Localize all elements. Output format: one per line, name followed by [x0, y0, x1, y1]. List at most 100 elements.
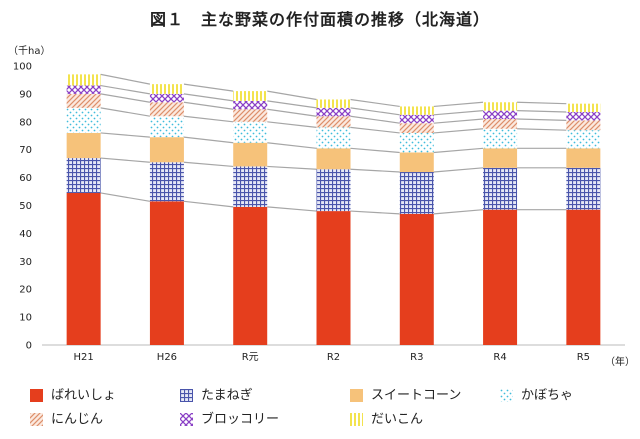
- legend-item: ばれいしょ: [30, 384, 116, 403]
- bar-segment-5: [233, 109, 268, 122]
- series-connector-line: [267, 108, 317, 117]
- bar-segment-4: [233, 121, 268, 143]
- y-tick-label: 20: [19, 285, 32, 296]
- series-connector-line: [350, 107, 400, 116]
- legend-swatch: [180, 413, 193, 426]
- bar-segment-5: [483, 119, 518, 129]
- bar-segment-7: [566, 103, 601, 113]
- series-connector-line: [183, 93, 234, 102]
- legend-label: かぼちゃ: [521, 388, 574, 403]
- series-connector-line: [183, 115, 234, 123]
- series-connector-line: [433, 101, 484, 108]
- bar-segment-5: [66, 93, 101, 108]
- series-connector-line: [433, 110, 484, 116]
- bar-segment-1: [149, 201, 184, 345]
- bar-segment-1: [566, 209, 601, 345]
- x-tick-label: H26: [157, 352, 177, 363]
- legend-swatch: [30, 413, 43, 426]
- series-connector-line: [517, 128, 567, 131]
- bar-segment-3: [566, 148, 601, 168]
- y-tick-label: 80: [19, 117, 32, 128]
- bar-segment-6: [399, 114, 434, 124]
- series-connector-line: [267, 206, 317, 212]
- y-tick-label: 10: [19, 313, 32, 324]
- bar-segment-6: [149, 93, 184, 103]
- series-connector-line: [350, 147, 400, 154]
- legend-label: にんじん: [51, 412, 104, 427]
- series-connector-line: [100, 107, 151, 117]
- bar-segment-4: [149, 116, 184, 138]
- y-tick-label: 90: [19, 89, 32, 100]
- series-connector-line: [517, 118, 567, 122]
- legend-item: かぼちゃ: [500, 384, 573, 403]
- x-tick-label: R2: [327, 352, 340, 363]
- series-connector-line: [100, 84, 151, 95]
- bar-segment-1: [399, 213, 434, 345]
- bar-segment-7: [233, 91, 268, 101]
- bar-segment-1: [316, 211, 351, 345]
- bar-segment-7: [149, 84, 184, 94]
- x-tick-label: R元: [242, 352, 259, 363]
- bar-segment-7: [316, 99, 351, 108]
- x-tick-label: R3: [410, 352, 423, 363]
- legend-item: にんじん: [30, 408, 103, 427]
- y-tick-label: 0: [26, 341, 32, 352]
- chart-title: 図１ 主な野菜の作付面積の推移（北海道）: [149, 10, 490, 29]
- series-connector-line: [517, 101, 567, 105]
- legend-label: だいこん: [371, 412, 424, 427]
- x-tick-label: R4: [493, 352, 506, 363]
- bar-segment-7: [399, 106, 434, 115]
- bar-segment-3: [149, 137, 184, 163]
- bar-segment-6: [483, 110, 518, 120]
- series-connector-line: [183, 136, 234, 144]
- bar-segment-6: [233, 100, 268, 110]
- legend-swatch: [350, 413, 363, 426]
- bar-segment-4: [483, 128, 518, 149]
- legend-swatch: [180, 389, 193, 402]
- y-tick-label: 40: [19, 229, 32, 240]
- legend-swatch: [30, 389, 43, 402]
- series-connector-line: [183, 83, 234, 92]
- bar-segment-4: [566, 130, 601, 149]
- series-connector-line: [433, 167, 484, 173]
- x-tick-label: H21: [74, 352, 94, 363]
- bar-segment-6: [316, 107, 351, 117]
- series-connector-line: [350, 210, 400, 215]
- bar-segment-5: [316, 116, 351, 128]
- legend-label: たまねぎ: [201, 388, 253, 403]
- bar-segment-3: [233, 142, 268, 167]
- bar-segment-1: [66, 192, 101, 345]
- legend-label: ばれいしょ: [51, 388, 117, 403]
- series-connector-line: [350, 115, 400, 124]
- legend-item: たまねぎ: [180, 384, 253, 403]
- series-connector-line: [350, 98, 400, 108]
- bar-segment-4: [399, 132, 434, 153]
- legend-label: ブロッコリー: [201, 412, 280, 427]
- bar-segment-3: [316, 148, 351, 170]
- series-connector-line: [100, 132, 150, 138]
- series-connector-line: [350, 126, 400, 134]
- bar-segment-2: [149, 162, 184, 202]
- bar-segment-2: [66, 158, 101, 193]
- bar-segment-4: [66, 107, 101, 133]
- series-connector-line: [267, 121, 317, 128]
- y-tick-label: 100: [13, 62, 32, 73]
- bar-segment-7: [66, 74, 101, 86]
- y-tick-label: 70: [19, 145, 32, 156]
- series-connector-line: [433, 128, 484, 134]
- series-connector-line: [517, 110, 567, 113]
- y-axis-unit: （千ha）: [8, 46, 51, 57]
- bar-segment-3: [66, 132, 101, 159]
- bar-segment-2: [233, 166, 268, 207]
- series-connector-line: [183, 161, 234, 168]
- series-connector-line: [100, 157, 150, 163]
- y-tick-label: 60: [19, 173, 32, 184]
- series-connector-line: [100, 93, 151, 103]
- legend-item: スイートコーン: [350, 384, 461, 403]
- bar-segment-7: [483, 102, 518, 111]
- series-connector-line: [433, 118, 484, 124]
- series-connector-line: [183, 200, 234, 208]
- bar-segment-3: [399, 152, 434, 173]
- bar-segment-5: [399, 123, 434, 133]
